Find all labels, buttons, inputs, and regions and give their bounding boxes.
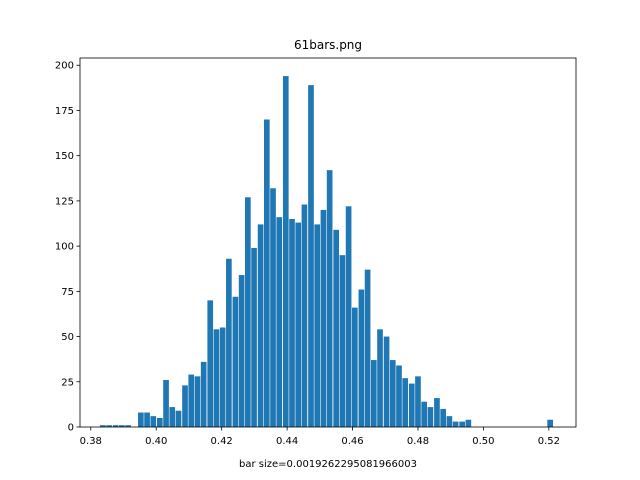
histogram-bar: [100, 425, 106, 427]
histogram-bar: [377, 329, 383, 427]
histogram-bar: [333, 229, 340, 427]
histogram-bar: [402, 378, 409, 427]
bars-group: [100, 76, 553, 427]
histogram-bar: [112, 425, 119, 427]
histogram-bar: [427, 407, 434, 427]
x-tick-label: 0.40: [145, 436, 167, 447]
histogram-bar: [389, 360, 396, 427]
histogram-bar: [364, 269, 371, 427]
histogram-bar: [370, 360, 377, 427]
x-tick-label: 0.52: [538, 436, 560, 447]
y-tick-label: 200: [55, 61, 74, 72]
histogram-bar: [188, 374, 195, 427]
y-tick-label: 100: [55, 242, 74, 253]
histogram-bar: [207, 300, 214, 427]
y-tick-label: 125: [55, 196, 74, 207]
histogram-bar: [352, 307, 358, 427]
x-axis-label: bar size=0.0019262295081966003: [239, 459, 417, 470]
y-tick-label: 150: [55, 151, 74, 162]
histogram-bar: [257, 224, 264, 427]
y-tick-label: 25: [61, 377, 74, 388]
histogram-bar: [358, 289, 365, 427]
histogram-bar: [276, 217, 283, 427]
histogram-bar: [446, 416, 453, 427]
histogram-bar: [169, 407, 176, 427]
histogram-bar: [226, 258, 232, 427]
histogram-bar: [295, 222, 302, 427]
y-tick-label: 0: [68, 423, 74, 434]
histogram-bar: [270, 188, 276, 427]
histogram-bar: [157, 417, 163, 427]
histogram-bar: [213, 329, 220, 427]
histogram-bar: [440, 408, 446, 427]
histogram-bar: [194, 376, 201, 427]
histogram-bar: [106, 425, 112, 427]
histogram-bar: [163, 379, 169, 427]
histogram-bar: [232, 296, 239, 427]
histogram-bar: [434, 398, 440, 427]
x-tick-label: 0.48: [407, 436, 429, 447]
histogram-bar: [314, 224, 321, 427]
histogram-bar: [200, 361, 207, 427]
histogram-bar: [547, 419, 553, 427]
y-axis-ticks: 0 25 50 75 100 125 150 175 200: [55, 61, 80, 434]
x-axis-ticks: 0.38 0.40 0.42 0.44 0.46 0.48 0.50 0.52: [80, 427, 560, 447]
x-tick-label: 0.50: [472, 436, 494, 447]
y-tick-label: 50: [61, 332, 74, 343]
histogram-bar: [125, 425, 131, 427]
histogram-bar: [383, 336, 390, 427]
histogram-bar: [421, 401, 428, 427]
histogram-bar: [301, 204, 308, 427]
chart-title: 61bars.png: [294, 38, 362, 52]
histogram-bar: [150, 416, 157, 427]
histogram-bar: [219, 327, 226, 427]
histogram-bar: [238, 275, 245, 427]
histogram-bar: [138, 412, 144, 427]
histogram-bar: [263, 119, 270, 427]
histogram-bar: [326, 170, 333, 427]
x-tick-label: 0.44: [276, 436, 298, 447]
histogram-bar: [415, 376, 421, 427]
histogram-bar: [308, 85, 314, 427]
histogram-bar: [282, 76, 289, 427]
histogram-bar: [408, 383, 415, 427]
histogram-bar: [339, 255, 346, 427]
histogram-bar: [144, 412, 150, 427]
histogram-bar: [345, 206, 352, 427]
x-tick-label: 0.46: [341, 436, 363, 447]
histogram-bar: [396, 365, 402, 427]
histogram-bar: [459, 421, 465, 427]
plot-frame: [79, 57, 577, 428]
histogram-bar: [452, 421, 459, 427]
histogram-bar: [182, 385, 188, 427]
x-tick-label: 0.38: [80, 436, 102, 447]
histogram-bar: [320, 209, 327, 427]
histogram-bar: [119, 425, 125, 427]
x-tick-label: 0.42: [211, 436, 233, 447]
histogram-bar: [175, 410, 182, 427]
histogram-bar: [289, 218, 295, 427]
histogram-bar: [245, 197, 251, 427]
histogram-bar: [251, 247, 257, 427]
y-tick-label: 175: [55, 106, 74, 117]
y-tick-label: 75: [61, 287, 74, 298]
histogram-bar: [465, 419, 472, 427]
